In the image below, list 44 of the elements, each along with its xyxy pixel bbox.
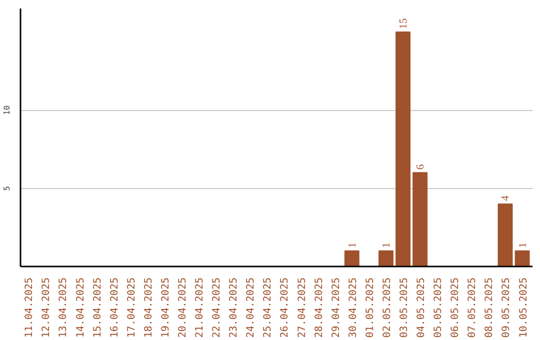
x-tick-label: 18.04.2025 bbox=[143, 277, 154, 338]
x-tick-label: 10.05.2025 bbox=[518, 277, 530, 338]
bar bbox=[412, 172, 428, 266]
x-tick-label: 19.04.2025 bbox=[160, 277, 172, 338]
x-tick-label: 09.05.2025 bbox=[501, 277, 512, 338]
x-tick-label: 13.04.2025 bbox=[58, 277, 70, 338]
data-label: 4 bbox=[500, 194, 512, 201]
data-label: 15 bbox=[398, 18, 410, 29]
x-tick-label: 25.04.2025 bbox=[262, 277, 274, 338]
x-tick-label: 01.05.2025 bbox=[364, 277, 376, 338]
x-tick-label: 28.04.2025 bbox=[314, 277, 325, 338]
data-label: 1 bbox=[381, 242, 392, 248]
bar bbox=[514, 250, 530, 266]
x-tick-label: 06.05.2025 bbox=[450, 277, 462, 338]
data-label: 1 bbox=[347, 242, 358, 248]
x-tick-label: 05.05.2025 bbox=[433, 277, 444, 338]
x-tick-label: 23.04.2025 bbox=[228, 277, 240, 338]
x-tick-label: 17.04.2025 bbox=[126, 277, 138, 338]
x-tick-label: 29.04.2025 bbox=[330, 277, 342, 338]
x-tick-label: 02.05.2025 bbox=[382, 277, 393, 338]
x-tick-label: 21.04.2025 bbox=[194, 277, 206, 338]
bar bbox=[396, 31, 410, 266]
x-tick-label: 14.04.2025 bbox=[75, 277, 86, 338]
x-tick-label: 07.05.2025 bbox=[467, 277, 478, 338]
x-tick-label: 22.04.2025 bbox=[212, 277, 223, 338]
x-tick-label: 04.05.2025 bbox=[416, 277, 428, 338]
x-tick-label: 11.04.2025 bbox=[24, 277, 36, 338]
bar bbox=[378, 250, 394, 266]
x-tick-label: 30.04.2025 bbox=[348, 277, 359, 338]
bar bbox=[498, 203, 513, 266]
x-tick-label: 08.05.2025 bbox=[484, 277, 496, 338]
x-tick-label: 20.04.2025 bbox=[178, 277, 189, 338]
data-label: 6 bbox=[416, 164, 427, 170]
y-tick-label: 5 bbox=[2, 186, 12, 191]
x-tick-label: 03.05.2025 bbox=[399, 277, 410, 338]
data-label: 1 bbox=[518, 242, 529, 248]
x-tick-label: 27.04.2025 bbox=[296, 277, 308, 338]
x-tick-label: 26.04.2025 bbox=[280, 277, 291, 338]
y-tick-label: 10 bbox=[2, 105, 12, 115]
bar bbox=[344, 250, 360, 266]
x-tick-label: 15.04.2025 bbox=[92, 277, 104, 338]
x-tick-label: 12.04.2025 bbox=[41, 277, 52, 338]
x-tick-label: 24.04.2025 bbox=[246, 277, 257, 338]
x-tick-label: 16.04.2025 bbox=[109, 277, 120, 338]
